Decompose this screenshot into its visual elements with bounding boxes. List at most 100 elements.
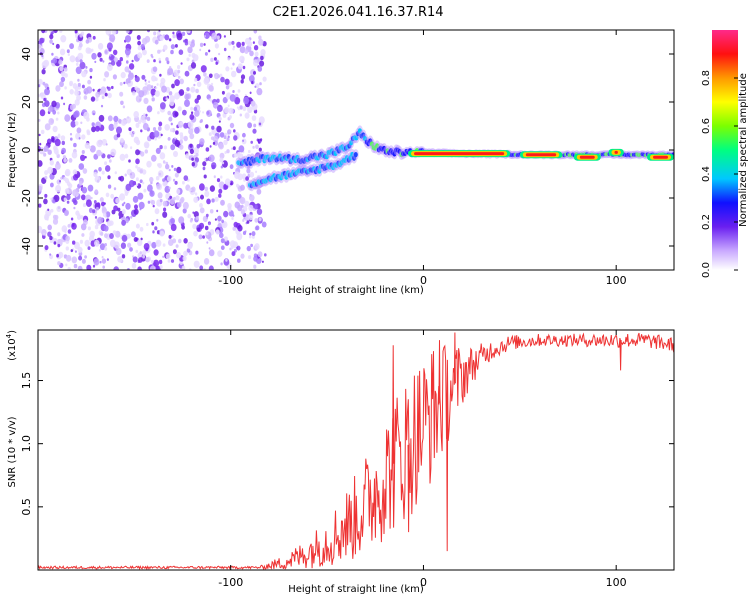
- noise-speck: [42, 81, 46, 86]
- noise-speck: [202, 235, 206, 239]
- noise-speck: [69, 132, 73, 136]
- noise-speck: [174, 92, 180, 100]
- noise-speck: [105, 165, 111, 172]
- noise-speck: [171, 235, 174, 238]
- noise-speck: [217, 104, 223, 112]
- noise-speck: [81, 150, 85, 154]
- noise-speck: [95, 97, 99, 102]
- signal-core: [357, 128, 362, 134]
- noise-speck: [125, 183, 132, 191]
- noise-speck: [214, 43, 219, 49]
- noise-speck: [258, 35, 262, 40]
- noise-speck: [156, 31, 161, 36]
- noise-speck: [142, 181, 145, 185]
- signal-core: [260, 154, 265, 160]
- noise-speck: [43, 198, 48, 205]
- noise-speck: [104, 92, 108, 97]
- noise-speck: [240, 74, 246, 80]
- noise-speck: [151, 55, 154, 59]
- noise-speck: [104, 247, 108, 251]
- signal-core: [375, 143, 380, 149]
- noise-speck: [103, 78, 106, 82]
- noise-speck: [147, 30, 150, 33]
- noise-speck: [167, 110, 172, 116]
- noise-speck: [89, 75, 93, 79]
- noise-speck: [135, 139, 141, 146]
- noise-speck: [120, 242, 126, 249]
- noise-speck: [47, 231, 52, 237]
- noise-speck: [214, 196, 219, 202]
- noise-speck: [144, 142, 150, 149]
- noise-speck: [136, 35, 141, 40]
- noise-speck: [229, 94, 236, 102]
- noise-speck: [60, 76, 66, 83]
- noise-speck: [218, 52, 221, 56]
- noise-speck: [215, 61, 218, 65]
- signal-core: [333, 150, 338, 156]
- noise-speck: [240, 184, 245, 191]
- noise-speck: [153, 259, 160, 267]
- noise-speck: [61, 147, 66, 154]
- noise-speck: [139, 251, 142, 255]
- signal-core: [349, 140, 354, 146]
- noise-speck: [106, 86, 109, 89]
- y-tick-label: 40: [20, 47, 33, 61]
- noise-speck: [120, 100, 124, 106]
- noise-speck: [160, 77, 166, 84]
- noise-speck: [168, 38, 172, 42]
- noise-speck: [87, 246, 91, 251]
- noise-speck: [216, 125, 222, 133]
- noise-speck: [57, 133, 61, 137]
- noise-speck: [152, 230, 155, 234]
- noise-speck: [73, 142, 77, 148]
- noise-speck: [158, 60, 162, 64]
- noise-speck: [130, 215, 133, 219]
- noise-speck: [50, 182, 54, 188]
- noise-speck: [52, 42, 55, 46]
- noise-speck: [92, 88, 95, 92]
- noise-speck: [150, 88, 157, 96]
- noise-speck: [53, 241, 57, 245]
- noise-speck: [221, 90, 225, 95]
- noise-speck: [52, 199, 56, 204]
- noise-speck: [242, 132, 246, 138]
- noise-speck: [233, 135, 238, 141]
- noise-speck: [74, 241, 80, 250]
- noise-speck: [204, 52, 208, 56]
- noise-speck: [154, 39, 159, 45]
- noise-speck: [66, 187, 72, 195]
- noise-speck: [140, 237, 143, 241]
- noise-speck: [38, 133, 41, 137]
- noise-speck: [203, 43, 206, 46]
- noise-speck: [113, 123, 118, 129]
- noise-speck: [176, 188, 181, 195]
- noise-speck: [49, 39, 53, 44]
- noise-speck: [240, 209, 245, 215]
- noise-speck: [187, 213, 191, 219]
- noise-speck: [245, 176, 250, 181]
- noise-speck: [209, 185, 215, 192]
- noise-speck: [48, 118, 54, 125]
- noise-speck: [119, 82, 123, 86]
- noise-speck: [50, 197, 53, 201]
- noise-speck: [255, 225, 260, 231]
- noise-speck: [253, 45, 259, 51]
- y-tick-label: 0.5: [20, 498, 33, 516]
- noise-speck: [101, 207, 108, 215]
- noise-speck: [188, 53, 191, 57]
- strong-segment-core: [579, 155, 595, 159]
- noise-speck: [203, 158, 207, 161]
- noise-speck: [237, 258, 241, 263]
- noise-speck: [182, 255, 187, 261]
- noise-speck: [225, 85, 230, 90]
- noise-speck: [47, 166, 53, 174]
- noise-speck: [199, 265, 204, 270]
- noise-speck: [94, 216, 98, 219]
- noise-speck: [182, 109, 187, 116]
- noise-speck: [232, 146, 236, 151]
- noise-speck: [179, 78, 184, 85]
- noise-speck: [96, 179, 100, 183]
- noise-speck: [154, 137, 157, 141]
- noise-speck: [144, 35, 151, 43]
- noise-speck: [79, 33, 83, 38]
